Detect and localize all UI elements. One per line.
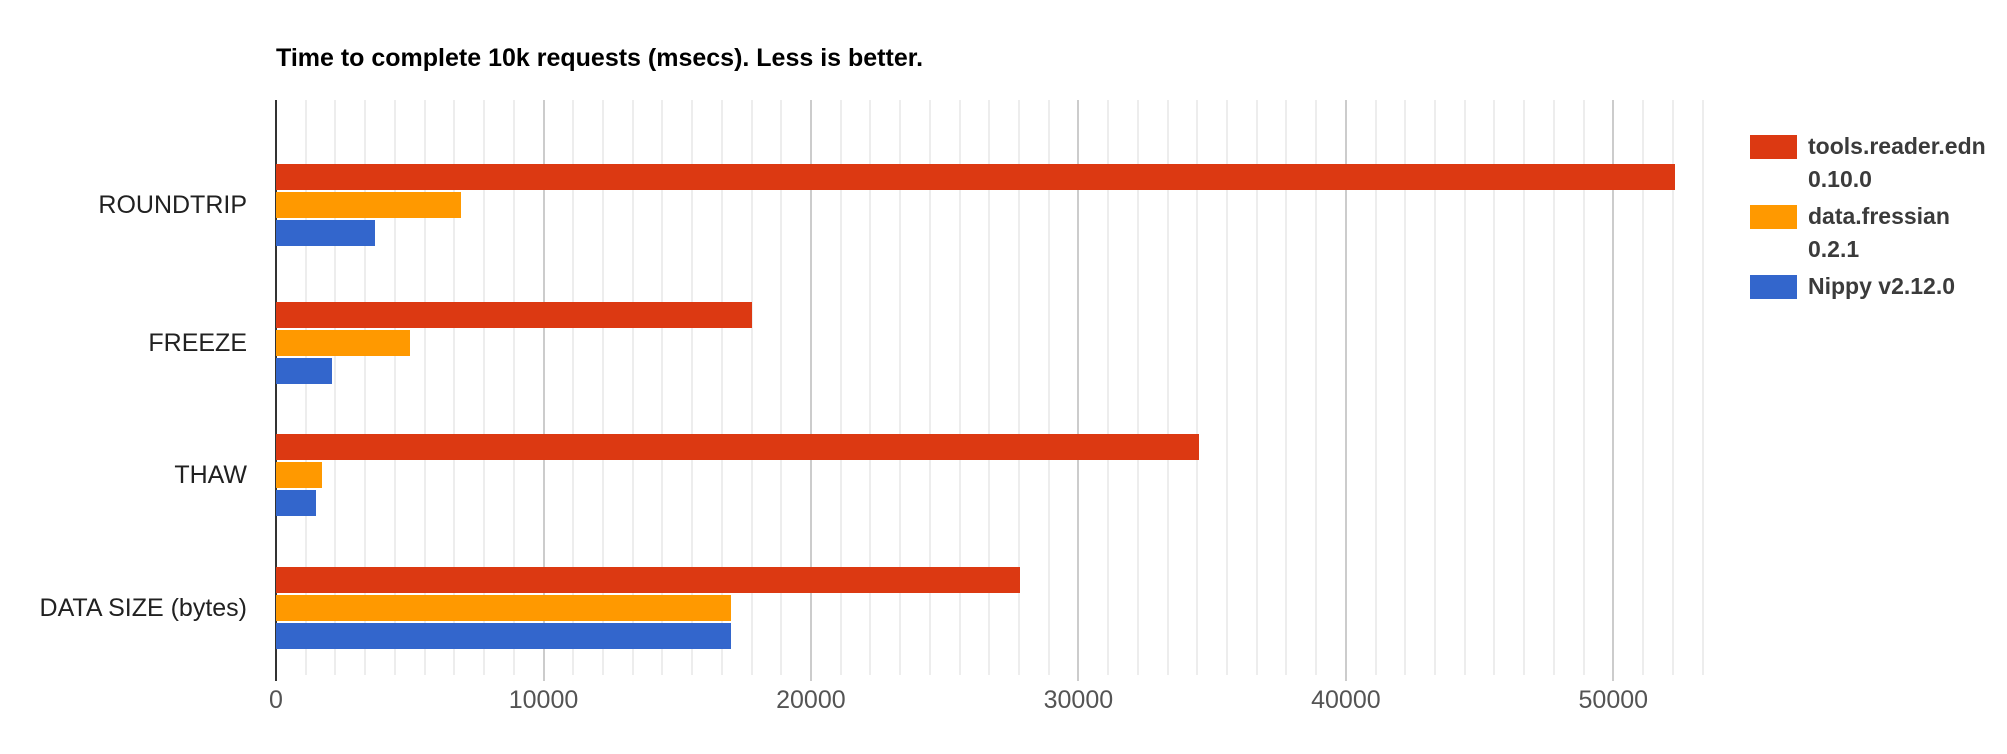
category-label: ROUNDTRIP [98,191,247,219]
minor-gridline [1523,100,1526,675]
minor-gridline [1166,100,1169,675]
minor-gridline [364,100,367,675]
minor-gridline [1136,100,1139,675]
major-gridline [1612,100,1615,681]
bar-freeze-series-0[interactable] [276,302,753,328]
bar-data-size-bytes-series-1[interactable] [276,595,731,621]
minor-gridline [1315,100,1318,675]
bar-roundtrip-series-1[interactable] [276,192,461,218]
x-tick-label: 50000 [1578,686,1649,714]
legend-label: Nippy v2.12.0 [1808,273,1956,299]
minor-gridline [512,100,515,675]
legend-swatch [1750,135,1797,159]
minor-gridline [1226,100,1228,675]
legend-label: tools.reader.edn 0.10.0 [1808,133,1986,192]
minor-gridline [869,100,872,675]
minor-gridline [572,100,575,675]
minor-gridline [1047,100,1050,675]
minor-gridline [1582,100,1585,675]
legend-item: tools.reader.edn 0.10.0 [1750,130,1986,196]
major-gridline [1344,100,1347,681]
category-label: DATA SIZE (bytes) [39,594,247,622]
x-tick-label: 40000 [1311,686,1381,714]
legend-item: data.fressian 0.2.1 [1750,200,1950,266]
bar-thaw-series-0[interactable] [276,434,1199,460]
minor-gridline [1018,100,1020,675]
minor-gridline [601,100,604,675]
category-label: THAW [174,461,247,489]
minor-gridline [393,100,396,675]
plot-area [275,100,1731,681]
minor-gridline [988,100,991,675]
minor-gridline [631,100,634,675]
baseline-axis [275,100,277,681]
minor-gridline [1463,100,1466,675]
bar-roundtrip-series-0[interactable] [276,164,1675,190]
minor-gridline [899,100,902,675]
minor-gridline [453,100,456,675]
minor-gridline [1434,100,1436,675]
minor-gridline [1493,100,1496,675]
legend-swatch [1750,275,1797,299]
legend-label: data.fressian 0.2.1 [1808,203,1950,262]
minor-gridline [839,100,842,675]
x-tick-label: 0 [269,686,283,714]
major-gridline [542,100,545,681]
minor-gridline [750,100,753,675]
legend-item: Nippy v2.12.0 [1750,270,1955,303]
minor-gridline [1671,100,1674,675]
bar-thaw-series-2[interactable] [276,490,317,516]
bar-data-size-bytes-series-2[interactable] [276,623,731,649]
x-tick-label: 30000 [1043,686,1114,714]
chart-title: Time to complete 10k requests (msecs). L… [276,44,924,72]
major-gridline [1077,100,1080,681]
minor-gridline [1255,100,1258,675]
bar-data-size-bytes-series-0[interactable] [276,567,1020,593]
major-gridline [809,100,812,681]
minor-gridline [1285,100,1288,675]
minor-gridline [1404,100,1407,675]
minor-gridline [334,100,337,675]
minor-gridline [1374,100,1377,675]
bar-thaw-series-1[interactable] [276,462,322,488]
minor-gridline [691,100,694,675]
x-tick-label: 20000 [776,686,846,714]
bar-roundtrip-series-2[interactable] [276,220,375,246]
minor-gridline [1552,100,1555,675]
x-tick-label: 10000 [508,686,579,714]
minor-gridline [958,100,961,675]
minor-gridline [423,100,426,675]
minor-gridline [1701,100,1704,675]
minor-gridline [1196,100,1199,675]
category-label: FREEZE [148,329,247,357]
minor-gridline [1642,100,1644,675]
minor-gridline [720,100,723,675]
minor-gridline [661,100,664,675]
legend-swatch [1750,205,1797,229]
minor-gridline [928,100,931,675]
bar-freeze-series-2[interactable] [276,358,333,384]
bar-freeze-series-1[interactable] [276,330,410,356]
minor-gridline [483,100,485,675]
minor-gridline [1107,100,1110,675]
minor-gridline [304,100,307,675]
minor-gridline [780,100,783,675]
